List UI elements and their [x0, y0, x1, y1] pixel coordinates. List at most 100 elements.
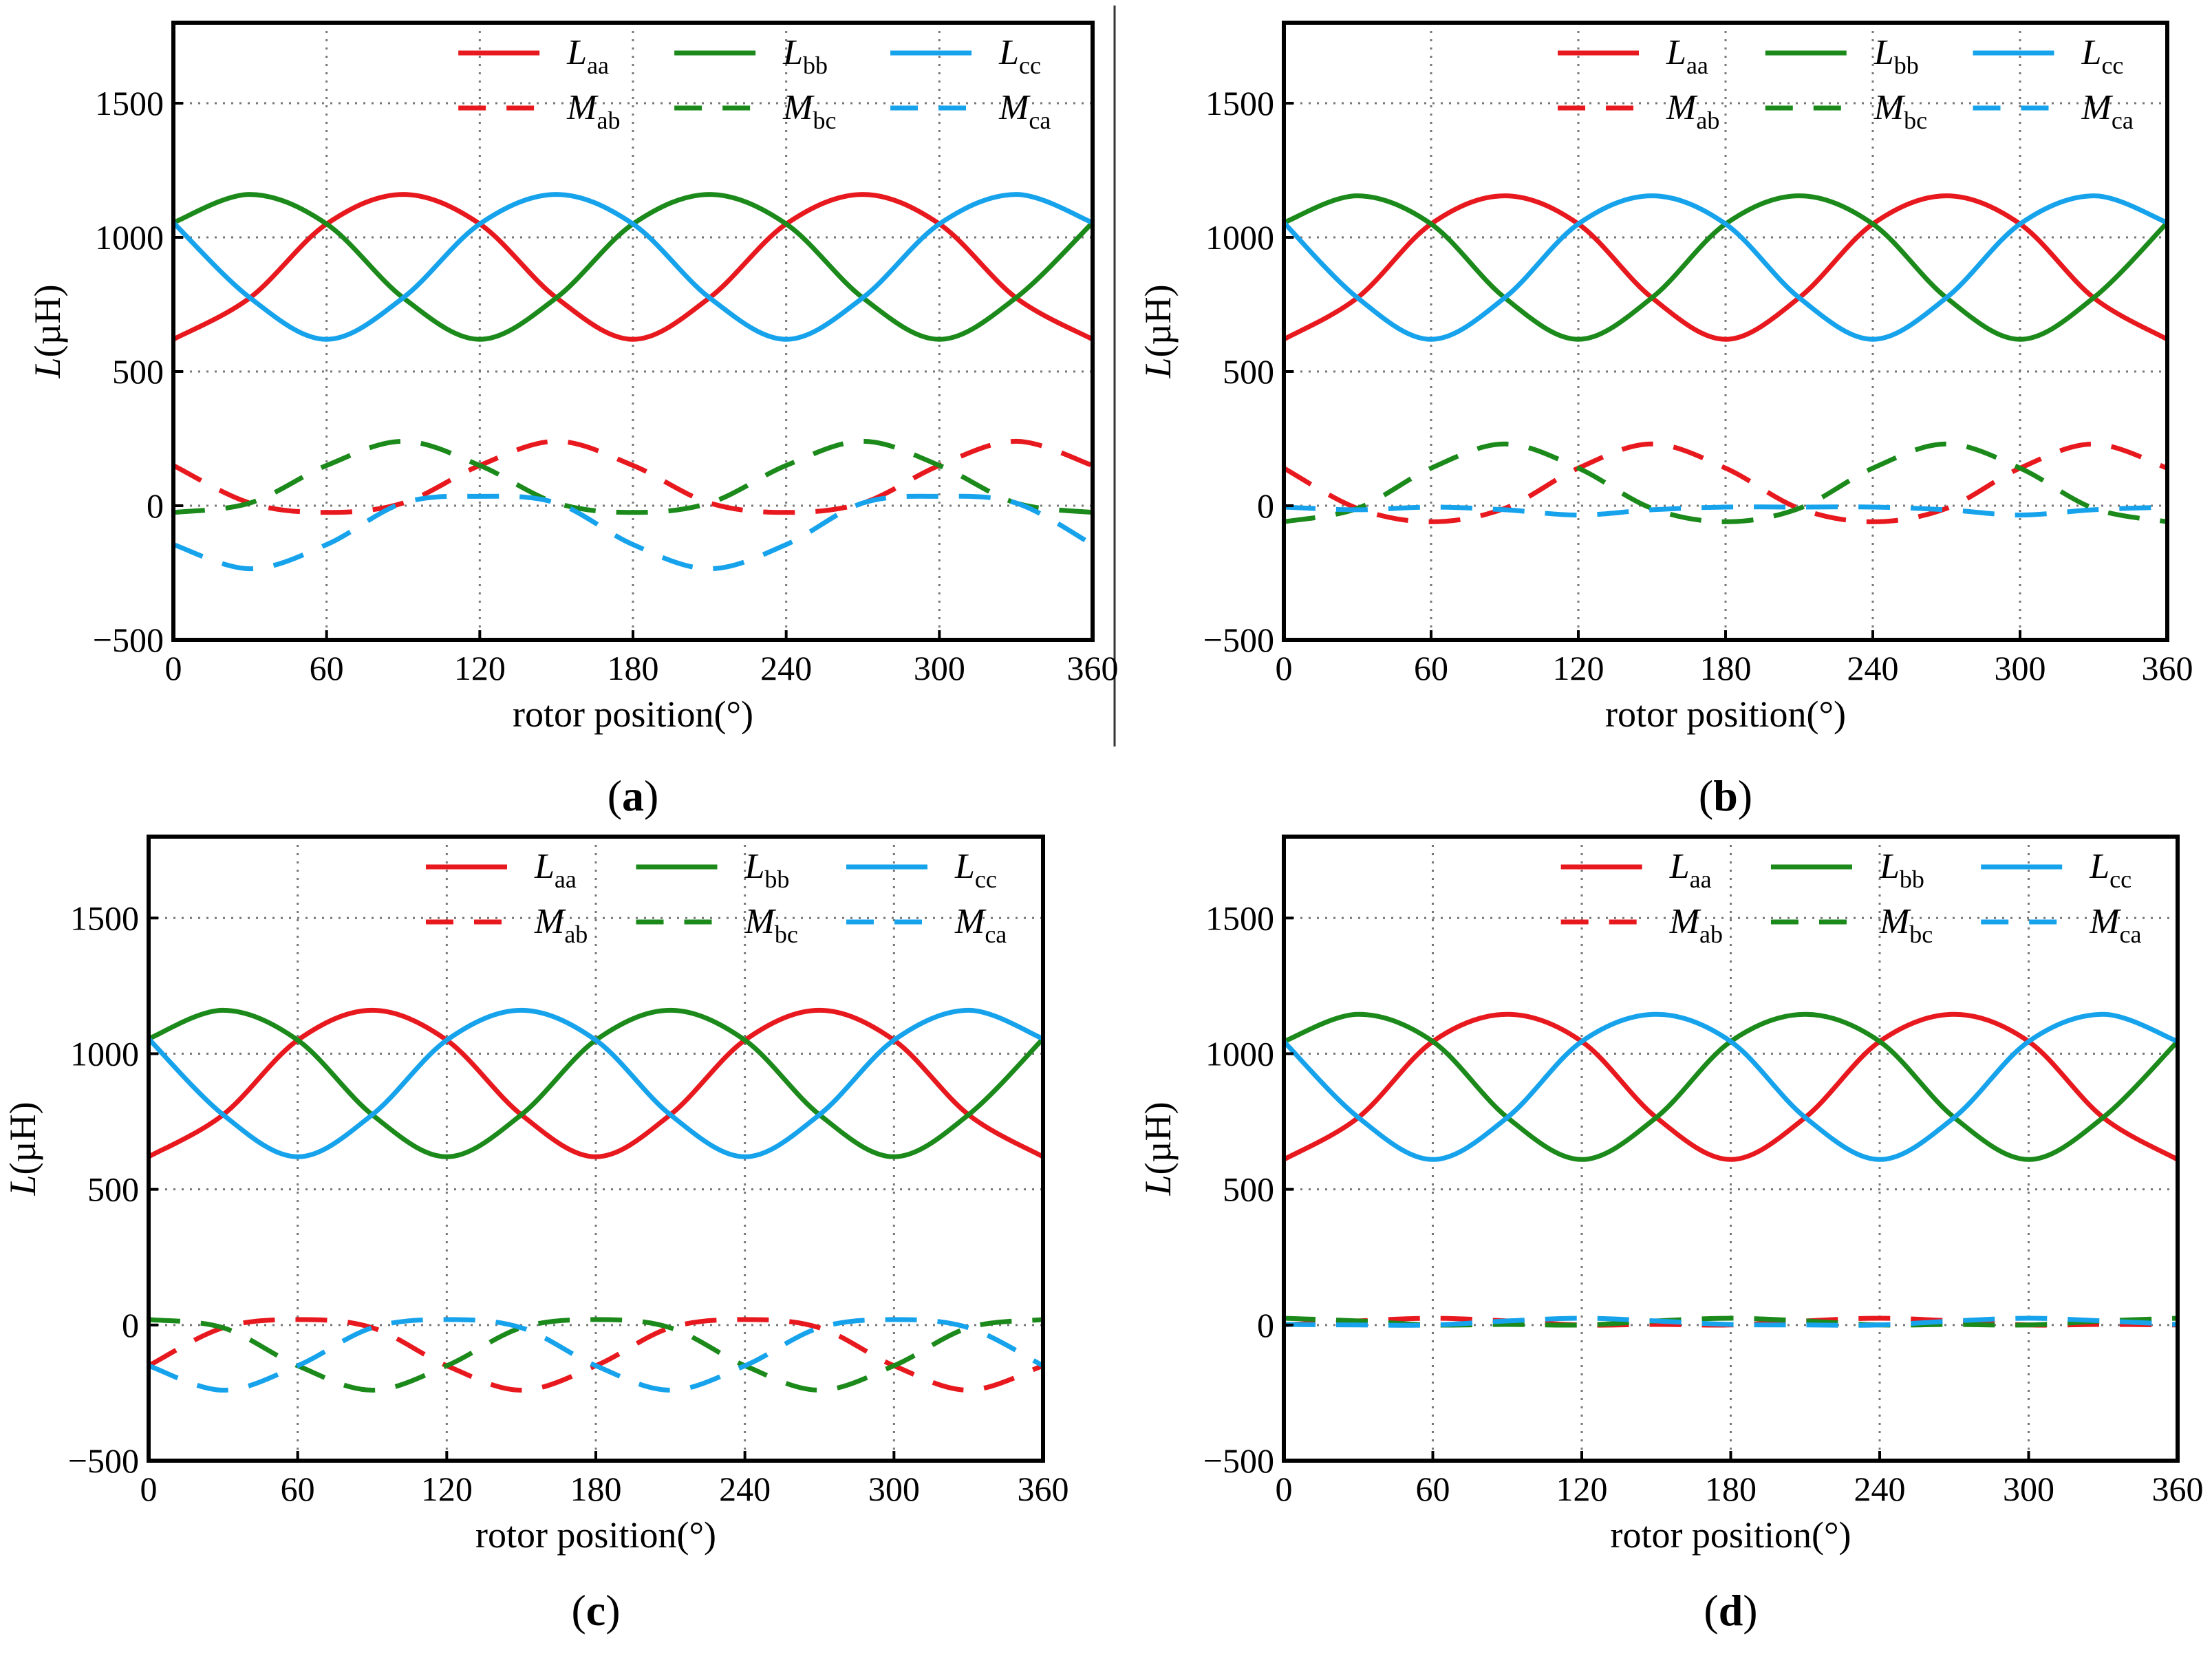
y-tick-label: 500 — [87, 1170, 139, 1209]
x-tick-label: 180 — [570, 1470, 622, 1508]
x-tick-label: 180 — [608, 649, 659, 687]
legend-label: Mab — [1666, 88, 1719, 134]
legend-label: Mbc — [782, 88, 836, 134]
x-tick-label: 120 — [1556, 1470, 1608, 1508]
x-tick-label: 120 — [421, 1470, 473, 1508]
legend-entry-mca: Mca — [1973, 88, 2134, 134]
legend-label: Lcc — [2081, 33, 2124, 79]
series-line-mca — [1283, 1315, 2178, 1328]
legend-entry-lbb: Lbb — [636, 847, 790, 893]
legend-label: Laa — [1669, 847, 1712, 893]
series-line-lcc — [171, 192, 1094, 342]
x-tick-label: 300 — [914, 649, 965, 687]
chart-panel-c: 0 60 120 180 240 300 360−500050010001500rotor … — [2, 835, 1069, 1635]
legend-label: Lcc — [998, 33, 1041, 79]
series-line-mbc — [1283, 441, 2168, 524]
x-tick-label: 0 — [165, 649, 182, 687]
x-tick-label: 240 — [760, 649, 812, 687]
series-line-mbc — [1283, 1315, 2178, 1328]
legend-label: Mca — [2089, 902, 2141, 948]
legend-label: Mab — [534, 902, 588, 948]
y-tick-label: −500 — [1203, 621, 1274, 659]
series-line-mab — [147, 1317, 1044, 1393]
legend-entry-lcc: Lcc — [1981, 847, 2132, 893]
x-axis-label: rotor position(°) — [1605, 694, 1846, 735]
legend-label: Mca — [998, 88, 1051, 134]
legend-entry-mab: Mab — [1558, 88, 1719, 134]
x-tick-label: 360 — [2152, 1470, 2204, 1508]
y-tick-label: 1000 — [1205, 1034, 1274, 1073]
y-tick-label: 1500 — [1205, 899, 1274, 937]
x-tick-label: 180 — [1705, 1470, 1757, 1508]
legend-entry-laa: Laa — [426, 847, 577, 893]
y-tick-label: −500 — [68, 1441, 139, 1480]
y-tick-label: 0 — [122, 1306, 139, 1344]
legend-label: Lcc — [954, 847, 997, 893]
x-tick-label: 300 — [1995, 649, 2046, 687]
x-tick-label: 60 — [1414, 649, 1448, 687]
series-line-mca — [1283, 504, 2168, 518]
panel-caption: (c) — [571, 1586, 620, 1635]
y-axis-label: L(µH) — [2, 1102, 43, 1196]
x-tick-label: 300 — [868, 1470, 920, 1508]
legend-label: Lbb — [1873, 33, 1919, 79]
y-tick-label: 1000 — [95, 218, 164, 257]
legend-entry-laa: Laa — [1560, 847, 1712, 893]
x-tick-label: 240 — [1847, 649, 1899, 687]
legend-label: Mbc — [744, 902, 798, 948]
x-axis-label: rotor position(°) — [513, 694, 753, 735]
legend-entry-laa: Laa — [1558, 33, 1708, 79]
x-tick-label: 300 — [2003, 1470, 2054, 1508]
legend-entry-mab: Mab — [1560, 902, 1723, 948]
y-tick-label: 1500 — [1205, 84, 1274, 122]
legend-entry-mbc: Mbc — [1765, 88, 1927, 134]
panel-caption: (d) — [1704, 1586, 1757, 1635]
y-tick-label: 1500 — [70, 899, 139, 937]
legend-label: Laa — [534, 847, 577, 893]
x-tick-label: 0 — [140, 1470, 158, 1508]
y-tick-label: 0 — [1257, 486, 1274, 525]
chart-panel-a: 0 60 120 180 240 300 360−500050010001500rotor … — [27, 21, 1119, 820]
legend-entry-lcc: Lcc — [846, 847, 997, 893]
y-tick-label: 0 — [147, 486, 164, 525]
legend-entry-mbc: Mbc — [636, 902, 798, 948]
y-axis-label: L(µH) — [1137, 1102, 1179, 1196]
legend-label: Mca — [2081, 88, 2134, 134]
x-tick-label: 120 — [454, 649, 506, 687]
panel-caption: (b) — [1699, 771, 1752, 820]
series-line-lcc — [147, 1007, 1044, 1159]
x-tick-label: 60 — [310, 649, 344, 687]
x-tick-label: 60 — [1416, 1470, 1450, 1508]
series-line-lcc — [1282, 193, 2169, 342]
y-tick-label: 1500 — [95, 84, 164, 122]
chart-panel-b: 0 60 120 180 240 300 360−500050010001500rotor … — [1137, 21, 2193, 820]
x-axis-label: rotor position(°) — [475, 1514, 716, 1556]
legend-label: Lbb — [782, 33, 828, 79]
x-tick-label: 360 — [1018, 1470, 1069, 1508]
legend-entry-lbb: Lbb — [674, 33, 828, 79]
legend-entry-mca: Mca — [890, 88, 1051, 134]
panels-layer: 0 60 120 180 240 300 360−500050010001500rotor … — [2, 21, 2204, 1635]
x-tick-label: 240 — [1854, 1470, 1906, 1508]
y-tick-label: 500 — [1223, 352, 1274, 391]
legend-label: Mab — [1669, 902, 1723, 948]
x-tick-label: 360 — [2142, 649, 2193, 687]
legend-entry-mbc: Mbc — [1770, 902, 1933, 948]
legend-entry-mbc: Mbc — [674, 88, 836, 134]
x-axis-label: rotor position(°) — [1610, 1514, 1851, 1556]
x-tick-label: 180 — [1700, 649, 1752, 687]
legend-label: Lbb — [744, 847, 790, 893]
y-tick-label: 500 — [1223, 1170, 1274, 1209]
series-line-mca — [172, 493, 1094, 572]
y-tick-label: 1000 — [70, 1034, 139, 1073]
legend-entry-lbb: Lbb — [1765, 33, 1919, 79]
y-axis-label: L(µH) — [27, 284, 68, 378]
legend-label: Mab — [566, 88, 620, 134]
y-tick-label: −500 — [93, 621, 164, 659]
series-line-mca — [147, 1317, 1044, 1393]
legend-label: Mbc — [1873, 88, 1927, 134]
y-tick-label: 500 — [112, 352, 164, 391]
y-tick-label: −500 — [1203, 1441, 1274, 1480]
series-line-mbc — [148, 1317, 1044, 1393]
